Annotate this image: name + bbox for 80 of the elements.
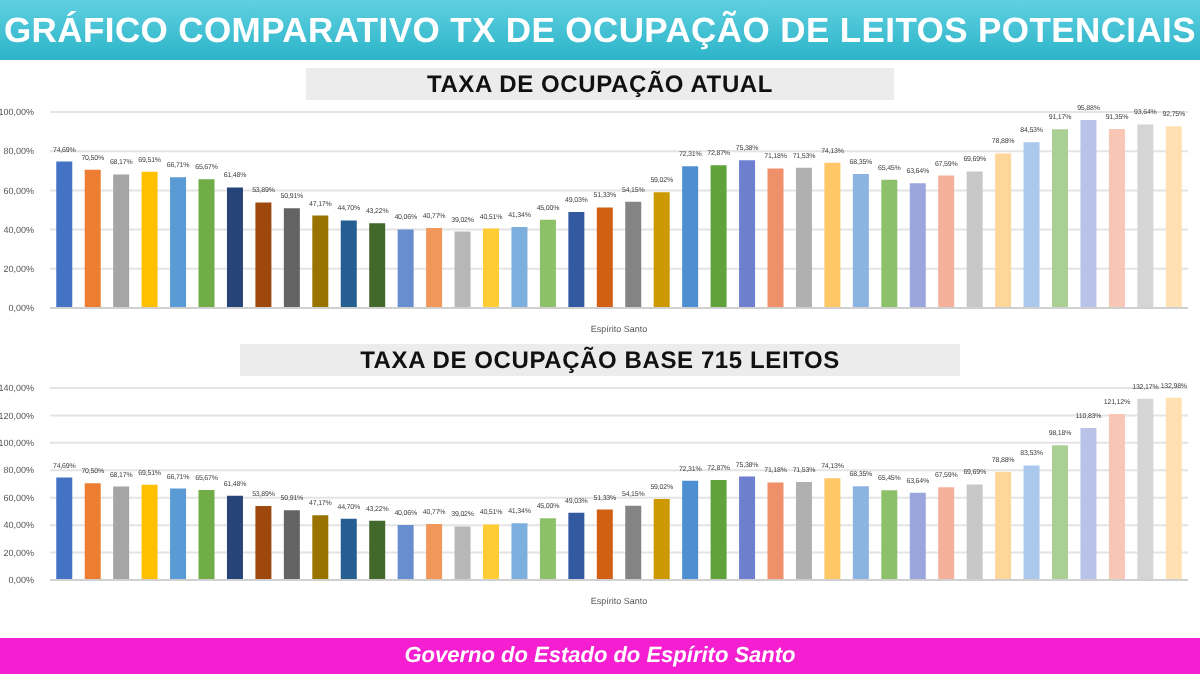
bar <box>909 183 926 308</box>
bar <box>511 523 528 580</box>
bar <box>995 471 1012 580</box>
text: Governo do Estado do Espírito Santo <box>404 644 796 668</box>
bar <box>938 175 955 308</box>
bar <box>483 228 500 308</box>
bar <box>1080 428 1097 580</box>
bar <box>568 211 585 308</box>
bar <box>1023 142 1040 308</box>
bar <box>113 174 130 308</box>
bar <box>682 480 699 580</box>
bar <box>397 229 414 308</box>
bar <box>625 505 642 580</box>
bar <box>454 231 471 308</box>
bar <box>852 174 869 308</box>
bar <box>369 520 386 580</box>
bar <box>340 220 357 308</box>
bar <box>539 518 556 580</box>
bar <box>909 492 926 580</box>
bar <box>170 177 187 308</box>
bar <box>539 219 556 308</box>
bar <box>824 162 841 308</box>
bar <box>881 490 898 580</box>
bar <box>568 512 585 580</box>
bar <box>1165 126 1182 308</box>
bar <box>881 179 898 308</box>
bar <box>198 179 215 308</box>
bar <box>56 161 73 308</box>
bar <box>625 201 642 308</box>
bar <box>653 499 670 580</box>
bar <box>795 481 812 580</box>
bar <box>739 160 756 308</box>
bar <box>852 486 869 580</box>
bar <box>1108 128 1125 308</box>
bar <box>312 215 329 308</box>
bar <box>426 228 443 308</box>
bar <box>141 171 158 308</box>
bar <box>596 509 613 580</box>
bar <box>938 487 955 580</box>
bar <box>56 477 73 580</box>
bar <box>739 476 756 580</box>
bar <box>454 526 471 580</box>
bar <box>795 167 812 308</box>
bar <box>710 165 727 308</box>
bar <box>1023 465 1040 580</box>
bar <box>511 226 528 308</box>
bar <box>1165 397 1182 580</box>
bar <box>767 168 784 308</box>
chart-title: TAXA DE OCUPAÇÃO BASE 715 LEITOS <box>240 344 960 376</box>
bar <box>995 153 1012 308</box>
bar <box>397 525 414 580</box>
chart-subtitle: TAXA DE OCUPAÇÃO ATUAL <box>306 68 894 100</box>
bar <box>255 506 272 580</box>
bar <box>426 524 443 580</box>
bar <box>226 495 243 580</box>
bar <box>1052 445 1069 580</box>
bar <box>824 478 841 580</box>
chart-title: GRÁFICO COMPARATIVO TX DE OCUPAÇÃO DE LEITOS POTENCIAIS <box>4 9 1196 51</box>
bar <box>710 480 727 580</box>
bar <box>283 208 300 308</box>
bar <box>226 187 243 308</box>
bar <box>84 483 101 580</box>
bar <box>767 482 784 580</box>
bar <box>283 510 300 580</box>
bar <box>255 202 272 308</box>
bar <box>312 515 329 580</box>
bar <box>170 488 187 580</box>
bar <box>113 486 130 580</box>
bar <box>483 524 500 580</box>
bar <box>340 518 357 580</box>
bar <box>141 484 158 580</box>
bar <box>84 169 101 308</box>
bar <box>369 223 386 308</box>
bar <box>653 192 670 308</box>
bar <box>1080 120 1097 308</box>
bar <box>1052 129 1069 308</box>
bar <box>1108 413 1125 580</box>
bar <box>198 489 215 580</box>
bar <box>682 166 699 308</box>
bar <box>596 207 613 308</box>
